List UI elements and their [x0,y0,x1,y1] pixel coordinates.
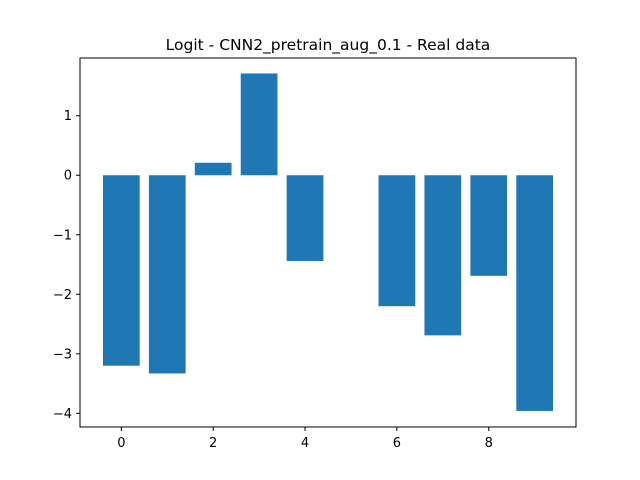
bar-2 [194,162,232,176]
x-tick-label-1: 2 [209,436,217,451]
x-tick-label-0: 0 [117,436,125,451]
bar-1 [148,175,186,374]
chart-title: Logit - CNN2_pretrain_aug_0.1 - Real dat… [166,36,491,55]
bar-8 [470,175,508,276]
y-tick-label-4: −3 [53,347,72,362]
bar-3 [240,73,278,176]
y-axis: 1 0 −1 −2 −3 −4 [53,109,80,422]
plot-frame [79,57,577,428]
bar-9 [516,175,554,411]
x-axis: 0 2 4 6 8 [117,427,493,451]
x-tick-label-4: 8 [485,436,493,451]
y-tick-label-0: 1 [64,109,72,124]
x-tick-label-3: 6 [393,436,401,451]
y-tick-label-3: −2 [53,288,72,303]
y-tick-label-2: −1 [53,228,72,243]
bar-6 [378,175,416,307]
bar-0 [102,175,140,366]
y-tick-label-5: −4 [53,407,72,422]
bar-4 [286,175,324,261]
bar-7 [424,175,462,336]
x-tick-label-2: 4 [301,436,309,451]
y-tick-label-1: 0 [64,169,72,184]
bars-group [102,73,554,411]
